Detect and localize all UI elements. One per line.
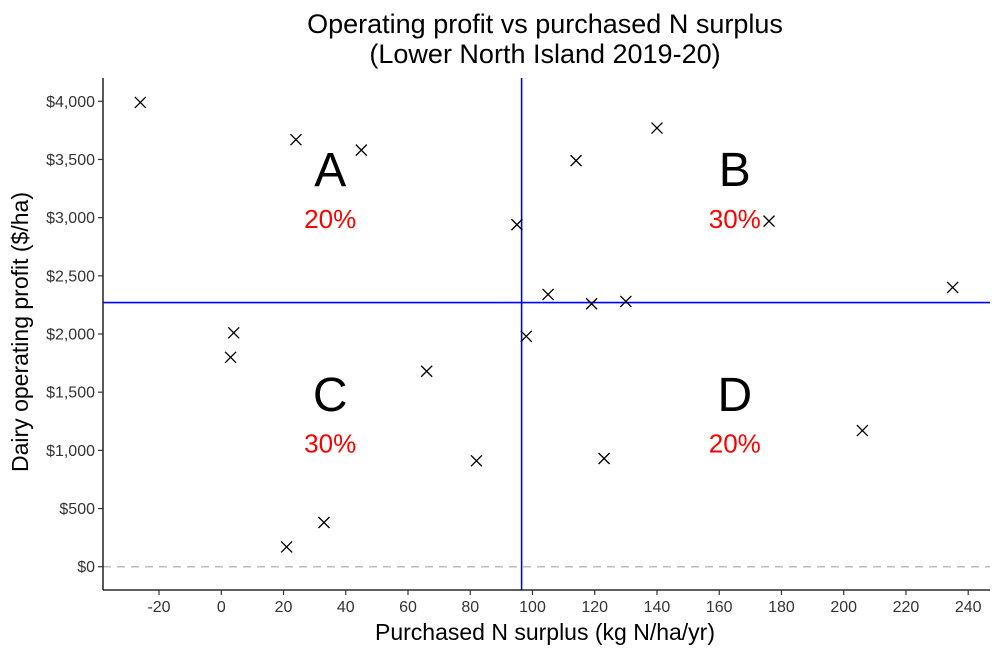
x-tick-label: 180 (768, 599, 795, 616)
data-point (510, 218, 523, 231)
quadrant-letter: C (313, 369, 348, 422)
data-point (570, 154, 583, 167)
x-tick-label: 20 (275, 599, 293, 616)
y-tick-label: $4,000 (46, 94, 95, 111)
quadrant-letter: B (719, 144, 751, 197)
x-tick-label: 220 (893, 599, 920, 616)
data-point (227, 326, 240, 339)
x-tick-label: 100 (519, 599, 546, 616)
x-tick-label: 160 (706, 599, 733, 616)
x-tick-label: -20 (147, 599, 170, 616)
y-tick-label: $3,000 (46, 210, 95, 227)
data-point (470, 454, 483, 467)
data-point (856, 424, 869, 437)
x-tick-label: 240 (955, 599, 982, 616)
y-tick-label: $3,500 (46, 152, 95, 169)
quadrant-percent: 30% (709, 204, 761, 234)
x-tick-label: 0 (217, 599, 226, 616)
x-tick-label: 80 (461, 599, 479, 616)
quadrant-letter: A (314, 144, 346, 197)
data-point (355, 144, 368, 157)
quadrant-letter: D (717, 369, 752, 422)
y-tick-label: $0 (77, 559, 95, 576)
y-tick-label: $2,500 (46, 268, 95, 285)
data-point (224, 351, 237, 364)
y-axis-title: Dairy operating profit ($/ha) (7, 192, 33, 472)
plot-area: $0 $500 $1,000 $1,500 $2,000 $2,500 $3,000 $3,5… (46, 78, 990, 616)
x-tick-label: 140 (644, 599, 671, 616)
y-tick-label: $2,000 (46, 327, 95, 344)
x-tick-label: 120 (581, 599, 608, 616)
data-point (763, 215, 775, 228)
data-point (420, 365, 433, 378)
data-point (651, 122, 663, 134)
quadrant-percent: 20% (304, 204, 356, 234)
x-axis-title: Purchased N surplus (kg N/ha/yr) (375, 619, 715, 645)
data-point (290, 133, 302, 146)
x-tick-label: 40 (337, 599, 355, 616)
chart-subtitle: (Lower North Island 2019-20) (369, 39, 720, 69)
data-point (946, 281, 959, 294)
data-point (280, 540, 293, 553)
chart-title: Operating profit vs purchased N surplus (307, 9, 783, 39)
data-point (585, 297, 598, 310)
x-tick-label: 60 (399, 599, 417, 616)
quadrant-percent: 30% (304, 429, 356, 459)
y-tick-label: $1,500 (46, 385, 95, 402)
data-point (520, 330, 533, 343)
data-point (542, 288, 555, 301)
y-tick-label: $500 (59, 501, 95, 518)
data-point (318, 516, 330, 529)
y-tick-label: $1,000 (46, 443, 95, 460)
quadrant-percent: 20% (709, 429, 761, 459)
data-point (598, 452, 611, 465)
data-point (619, 295, 632, 308)
data-point (134, 96, 147, 109)
x-tick-label: 200 (830, 599, 857, 616)
